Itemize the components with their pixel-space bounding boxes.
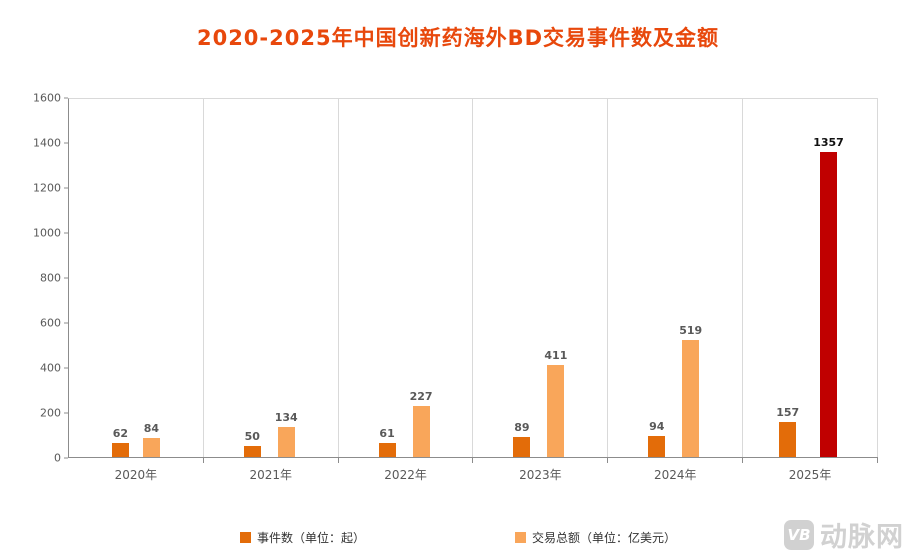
bar-value-label: 157 <box>776 405 800 419</box>
bar-item: 94 <box>648 419 666 457</box>
bar-item: 519 <box>679 324 702 457</box>
bar-value-label: 1357 <box>813 135 844 149</box>
bar-value-label: 411 <box>544 348 568 362</box>
bar-group: 61 227 <box>339 390 473 457</box>
bar-value-label: 94 <box>649 419 665 433</box>
y-axis-tick-mark <box>64 322 68 324</box>
y-axis-tick-label: 0 <box>54 452 68 465</box>
bar <box>820 151 838 457</box>
bar-value-label: 61 <box>379 427 395 441</box>
x-axis-category-label: 2020年 <box>114 468 158 482</box>
category-column: 89 411 2023年 <box>473 99 609 482</box>
y-axis-tick-label: 600 <box>40 317 68 330</box>
bar-value-label: 89 <box>514 421 530 434</box>
bar-group: 50 134 <box>204 411 338 457</box>
bar <box>779 421 797 457</box>
bar-item: 157 <box>776 406 799 457</box>
chart-title: 2020-2025年中国创新药海外BD交易事件数及金额 <box>196 26 720 50</box>
x-axis-category-label: 2021年 <box>249 468 293 482</box>
category-column: 94 519 2024年 <box>608 99 744 482</box>
bar <box>277 426 295 457</box>
y-axis-tick-mark <box>64 367 68 369</box>
x-axis-category-label: 2025年 <box>788 468 832 482</box>
watermark: VB 动脉网 <box>784 515 904 554</box>
bar <box>547 364 565 457</box>
bar-value-label: 134 <box>274 410 298 424</box>
bar-item: 89 <box>513 421 531 457</box>
y-axis-tick-label: 1000 <box>33 227 68 240</box>
bar-item: 1357 <box>813 136 844 457</box>
bar <box>243 445 261 457</box>
legend-label: 交易总额（单位：亿美元） <box>532 531 677 545</box>
bar-group: 94 519 <box>608 324 742 457</box>
bar-value-label: 227 <box>409 389 433 403</box>
y-axis-tick-label: 1600 <box>33 92 68 105</box>
y-axis: 0 200 400 600 800 1000 1200 1400 1600 <box>0 92 68 465</box>
y-axis-tick-mark <box>64 187 68 189</box>
legend-item: 交易总额（单位：亿美元） <box>515 529 676 546</box>
bar-value-label: 519 <box>679 324 703 338</box>
bar <box>682 340 700 457</box>
watermark-text: 动脉网 <box>820 522 904 553</box>
legend-marker <box>239 532 251 543</box>
legend: 事件数（单位：起） 交易总额（单位：亿美元） <box>0 529 916 546</box>
y-axis-tick-label: 1200 <box>33 182 68 195</box>
bar-group: 89 411 <box>473 348 607 457</box>
bar-item: 62 <box>111 427 129 457</box>
y-axis-tick-mark <box>64 232 68 234</box>
y-axis-tick-mark <box>64 412 68 414</box>
bar-item: 134 <box>275 411 298 457</box>
y-axis-tick-mark <box>64 142 68 144</box>
bar-item: 411 <box>544 348 568 457</box>
bar-group: 157 1357 <box>743 136 877 457</box>
category-column: 50 134 2021年 <box>204 99 339 482</box>
bar-value-label: 62 <box>112 427 129 441</box>
bar <box>648 435 666 457</box>
bar-item: 227 <box>410 390 433 457</box>
category-column: 61 227 2022年 <box>339 99 474 482</box>
y-axis-tick-label: 400 <box>40 362 68 375</box>
watermark-logo-icon: VB <box>784 519 814 550</box>
x-axis-category-label: 2024年 <box>653 468 697 482</box>
bar <box>378 443 396 457</box>
y-axis-tick-label: 200 <box>40 407 68 420</box>
bar-item: 61 <box>378 427 396 457</box>
bar <box>111 443 129 457</box>
bar <box>142 438 160 457</box>
bar <box>513 437 531 457</box>
bar-group: 62 84 <box>69 422 203 457</box>
y-axis-tick-label: 800 <box>40 272 68 285</box>
x-axis-category-label: 2023年 <box>519 468 562 482</box>
x-axis-category-label: 2022年 <box>384 468 427 482</box>
legend-marker <box>515 532 526 543</box>
legend-label: 事件数（单位：起） <box>256 531 365 545</box>
legend-item: 事件数（单位：起） <box>239 529 365 546</box>
category-column: 62 84 2020年 <box>69 99 204 482</box>
category-column: 157 1357 2025年 <box>743 99 878 482</box>
bar-item: 84 <box>142 422 160 457</box>
y-axis-tick-mark <box>64 97 68 99</box>
bar-value-label: 50 <box>244 429 260 443</box>
y-axis-tick-mark <box>64 277 68 279</box>
bar <box>412 405 430 457</box>
plot-area: 62 84 2020年 50 134 2021年 61 227 2022年 89 411 2023年 9… <box>68 98 878 482</box>
y-axis-tick-label: 1400 <box>33 137 68 150</box>
bar-value-label: 84 <box>143 422 160 436</box>
bar-item: 50 <box>243 429 261 457</box>
y-axis-tick-mark <box>64 457 68 459</box>
